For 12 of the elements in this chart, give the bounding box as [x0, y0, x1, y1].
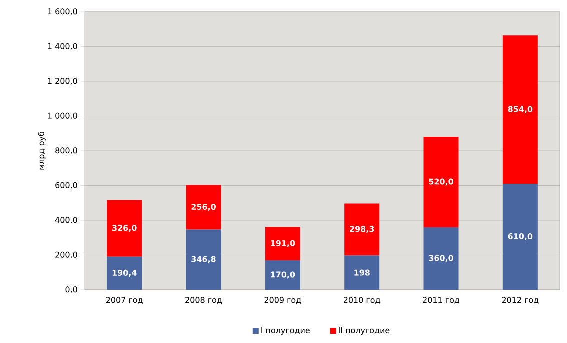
bar: [186, 230, 222, 290]
bar: [186, 185, 222, 230]
bar: [107, 200, 142, 257]
bar: [502, 36, 538, 184]
bar: [344, 256, 380, 290]
bar: [424, 137, 459, 228]
bar: [265, 227, 300, 260]
bar: [502, 184, 538, 290]
bar: [344, 204, 380, 256]
bar: [107, 256, 142, 290]
bar: [265, 260, 300, 290]
bar: [424, 227, 459, 290]
